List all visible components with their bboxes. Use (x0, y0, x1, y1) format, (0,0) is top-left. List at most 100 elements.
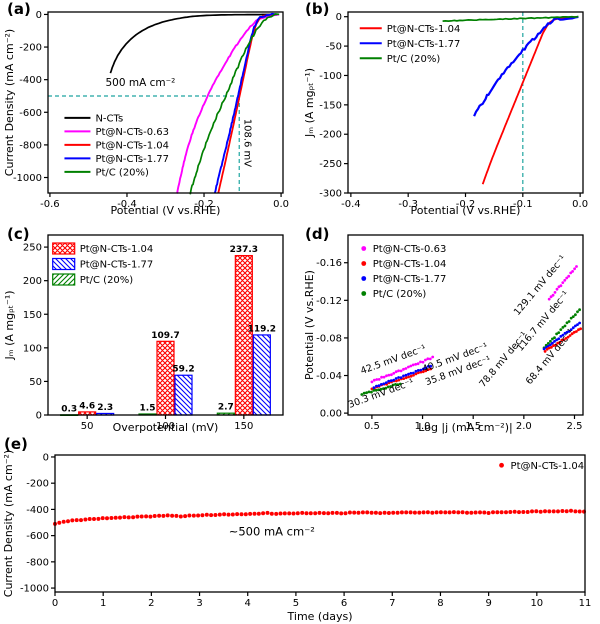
svg-text:Pt@N-CTs-1.77: Pt@N-CTs-1.77 (373, 274, 447, 285)
svg-text:Pt@N-CTs-0.63: Pt@N-CTs-0.63 (373, 244, 447, 255)
svg-text:Pt@N-CTs-1.04: Pt@N-CTs-1.04 (95, 140, 169, 151)
panel-a-label: (a) (7, 0, 31, 18)
svg-text:2: 2 (148, 598, 154, 609)
svg-text:-0.1: -0.1 (513, 199, 533, 210)
svg-text:200: 200 (23, 276, 42, 287)
svg-text:-200: -200 (319, 130, 342, 141)
svg-text:3: 3 (196, 598, 202, 609)
svg-text:Potential (V vs.RHE): Potential (V vs.RHE) (111, 204, 221, 217)
svg-text:119.2: 119.2 (248, 324, 276, 334)
svg-text:Pt@N-CTs-0.63: Pt@N-CTs-0.63 (95, 127, 169, 138)
svg-text:~500 mA cm⁻²: ~500 mA cm⁻² (229, 525, 315, 539)
svg-text:-200: -200 (26, 479, 49, 490)
svg-text:100: 100 (23, 343, 42, 354)
svg-text:50: 50 (29, 377, 42, 388)
svg-text:Pt@N-CTs-1.77: Pt@N-CTs-1.77 (95, 154, 169, 165)
svg-text:30.3 mV dec⁻¹: 30.3 mV dec⁻¹ (347, 377, 416, 411)
svg-text:Current Density (mA cm⁻²): Current Density (mA cm⁻²) (2, 450, 15, 597)
svg-text:500 mA cm⁻²: 500 mA cm⁻² (106, 77, 176, 89)
chart-b-plot: -0.4 -0.3 -0.2 -0.1 0.0 0 -50 -100 -150 -200 -250 -… (303, 11, 588, 217)
svg-text:N-CTs: N-CTs (95, 113, 123, 124)
svg-text:2.0: 2.0 (516, 421, 532, 432)
svg-text:11: 11 (579, 598, 592, 609)
panel-b: (b) -0.4 -0.3 -0.2 -0.1 0.0 0 -50 -100 -150 -200-… (300, 0, 600, 218)
svg-text:0: 0 (43, 452, 49, 463)
svg-text:Pt/C (20%): Pt/C (20%) (95, 167, 149, 178)
svg-text:237.3: 237.3 (230, 245, 258, 255)
svg-text:6: 6 (341, 598, 347, 609)
svg-text:-400: -400 (19, 75, 42, 86)
svg-text:-400: -400 (26, 505, 49, 516)
svg-text:2.7: 2.7 (218, 403, 234, 413)
svg-text:-0.3: -0.3 (398, 199, 418, 210)
svg-text:7: 7 (389, 598, 395, 609)
svg-text:0.0: 0.0 (273, 199, 289, 210)
svg-text:0.5: 0.5 (364, 421, 380, 432)
svg-text:-0.2: -0.2 (194, 199, 214, 210)
svg-text:1.5: 1.5 (140, 403, 156, 413)
svg-text:9: 9 (485, 598, 491, 609)
svg-text:0.3: 0.3 (61, 404, 77, 414)
svg-text:Pt@N-CTs-1.04: Pt@N-CTs-1.04 (373, 259, 447, 270)
svg-text:-0.4: -0.4 (341, 199, 361, 210)
svg-text:-300: -300 (319, 189, 342, 200)
svg-text:Pt/C (20%): Pt/C (20%) (373, 289, 427, 300)
svg-text:-250: -250 (319, 159, 342, 170)
svg-text:2.3: 2.3 (97, 403, 113, 413)
chart-a-plot: -0.6 -0.4 -0.2 0.0 0 -200 -400 -600 -800 -1000 Pot… (3, 10, 289, 217)
svg-text:Potential (V vs.RHE): Potential (V vs.RHE) (303, 270, 316, 380)
svg-text:0: 0 (36, 10, 42, 21)
svg-text:Pt@N-CTs-1.77: Pt@N-CTs-1.77 (387, 39, 461, 50)
svg-text:Pt@N-CTs-1.77: Pt@N-CTs-1.77 (80, 260, 154, 271)
svg-text:-100: -100 (319, 71, 342, 82)
svg-text:Pt@N-CTs-1.04: Pt@N-CTs-1.04 (511, 461, 585, 472)
svg-text:-600: -600 (26, 531, 49, 542)
svg-text:10: 10 (530, 598, 543, 609)
svg-text:Pt/C (20%): Pt/C (20%) (80, 275, 134, 286)
panel-d: (d) 0.5 1.0 1.5 2.0 2.5 0.00 -0.04 -0.08 -0.12 -0… (300, 218, 600, 435)
panel-a: (a) -0.6 -0.4 -0.2 0.0 0 -200 -400 -600 -800 -100… (0, 0, 300, 218)
svg-text:-150: -150 (319, 100, 342, 111)
svg-text:-0.6: -0.6 (40, 199, 60, 210)
svg-text:150: 150 (23, 310, 42, 321)
svg-text:-200: -200 (19, 43, 42, 54)
svg-text:0.00: 0.00 (320, 409, 342, 420)
svg-text:59.2: 59.2 (172, 365, 194, 375)
svg-text:-1000: -1000 (13, 173, 42, 184)
svg-text:0.0: 0.0 (572, 199, 588, 210)
svg-text:109.7: 109.7 (151, 331, 179, 341)
svg-text:0: 0 (36, 411, 42, 422)
svg-text:-0.4: -0.4 (117, 199, 137, 210)
svg-text:Current Density (mA cm⁻²): Current Density (mA cm⁻²) (3, 29, 16, 176)
svg-text:-800: -800 (19, 140, 42, 151)
svg-text:108.6 mV: 108.6 mV (241, 119, 252, 168)
svg-text:8: 8 (437, 598, 443, 609)
panel-c-label: (c) (7, 225, 30, 243)
svg-text:-50: -50 (326, 42, 342, 53)
svg-text:-0.08: -0.08 (316, 333, 342, 344)
svg-text:Time (days): Time (days) (287, 610, 353, 623)
svg-text:-600: -600 (19, 108, 42, 119)
svg-text:-800: -800 (26, 557, 49, 568)
svg-text:0: 0 (52, 598, 58, 609)
panel-e: (e) 0 1 2 3 4 5 6 7 8 9 10 11 0 -200 -400 -600 -800 -1000… (0, 435, 600, 624)
chart-d-plot: 0.5 1.0 1.5 2.0 2.5 0.00 -0.04 -0.08 -0.12 -0.16 L… (303, 234, 584, 434)
svg-text:0: 0 (336, 12, 342, 23)
panel-d-label: (d) (305, 225, 330, 243)
svg-text:Potential (V vs.RHE): Potential (V vs.RHE) (411, 204, 521, 217)
svg-text:1.5: 1.5 (465, 421, 481, 432)
panel-c: (c) 4.6 109.7 237.3 2.3 59.2 119.2 0.3 1.5 2.7 50… (0, 218, 300, 435)
svg-text:50: 50 (81, 421, 94, 432)
svg-text:-0.16: -0.16 (316, 258, 342, 269)
svg-text:Pt/C (20%): Pt/C (20%) (387, 54, 441, 65)
svg-text:-1000: -1000 (20, 584, 49, 595)
svg-text:100: 100 (156, 421, 175, 432)
svg-text:2.5: 2.5 (567, 421, 583, 432)
svg-text:250: 250 (23, 243, 42, 254)
svg-text:-0.04: -0.04 (316, 371, 342, 382)
svg-text:1: 1 (100, 598, 106, 609)
chart-c-plot: 4.6 109.7 237.3 2.3 59.2 119.2 0.3 1.5 2.7 50 100 1… (3, 234, 284, 434)
svg-text:-0.12: -0.12 (316, 296, 342, 307)
panel-b-label: (b) (305, 0, 330, 18)
